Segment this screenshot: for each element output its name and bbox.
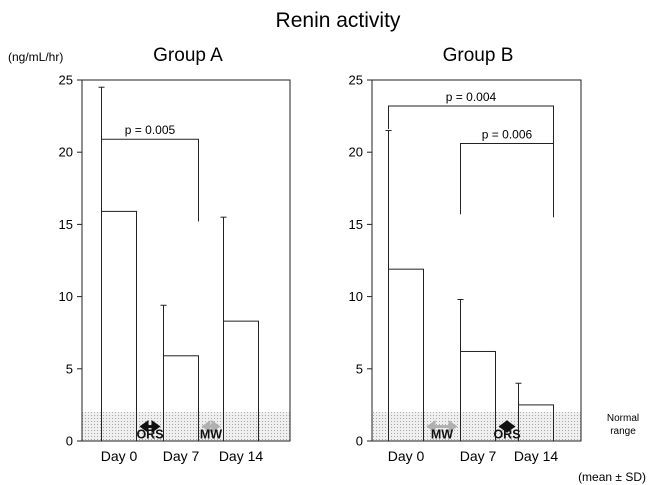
y-tick-label: 25	[349, 73, 363, 88]
bar	[101, 210, 137, 442]
y-tick-label: 20	[349, 145, 363, 160]
normal-range-label-line2: range	[610, 426, 636, 437]
x-tick-label: Day 0	[388, 448, 425, 464]
x-tick-label: Day 7	[163, 448, 200, 464]
panel-title: Group B	[443, 45, 514, 66]
intervention-arrow-left-head	[139, 420, 149, 434]
x-tick-label: Day 0	[101, 448, 138, 464]
intervention-label: ORS	[493, 428, 520, 442]
panel-group-a: Group A 0 5 10 15 20 25 Day 0 Day 7 Day 14 p = 0.0…	[59, 45, 291, 464]
y-tick-label: 0	[356, 434, 363, 449]
p-value-label: p = 0.006	[482, 128, 533, 142]
bar	[388, 268, 424, 442]
p-value-label: p = 0.004	[446, 90, 497, 104]
significance-bracket	[101, 138, 199, 222]
bar	[223, 320, 259, 442]
panel-group-b: Group B 0 5 10 15 20 25 Day 0 Day 7 Day 14 p = 0.0…	[349, 45, 582, 464]
intervention-arrow-right-head	[506, 420, 516, 434]
x-tick-label: Day 14	[514, 448, 559, 464]
p-value-label: p = 0.005	[125, 123, 176, 137]
footer-note: (mean ± SD)	[578, 470, 646, 484]
intervention-label: MW	[431, 428, 453, 442]
y-tick-label: 25	[59, 73, 73, 88]
bar	[460, 350, 496, 442]
bar	[163, 355, 199, 442]
bar	[518, 404, 554, 442]
intervention-label: ORS	[136, 428, 163, 442]
y-tick-label: 10	[349, 289, 363, 304]
panel-title: Group A	[153, 45, 223, 66]
significance-bracket	[388, 105, 554, 218]
y-tick-label: 15	[349, 217, 363, 232]
figure-title: Renin activity	[276, 9, 401, 32]
y-tick-label: 20	[59, 145, 73, 160]
y-tick-label: 5	[356, 361, 363, 376]
intervention-arrow-left-head	[426, 420, 436, 434]
normal-range-label-line1: Normal	[607, 413, 639, 424]
intervention-arrow-right-head	[448, 420, 458, 434]
y-unit-label: (ng/mL/hr)	[8, 50, 63, 64]
normal-range-band	[82, 412, 290, 441]
y-tick-label: 0	[66, 434, 73, 449]
normal-range-band	[372, 412, 581, 441]
y-tick-label: 5	[66, 361, 73, 376]
significance-bracket	[460, 143, 554, 218]
x-tick-label: Day 14	[219, 448, 264, 464]
intervention-arrow-right-head	[151, 420, 161, 434]
y-tick-label: 10	[59, 289, 73, 304]
plot-frame	[371, 79, 582, 442]
intervention-arrow-left-head	[498, 420, 508, 434]
y-tick-label: 15	[59, 217, 73, 232]
intervention-label: MW	[200, 428, 222, 442]
intervention-arrow-right-head	[211, 420, 221, 434]
intervention-arrow-left-head	[201, 420, 211, 434]
x-tick-label: Day 7	[460, 448, 497, 464]
